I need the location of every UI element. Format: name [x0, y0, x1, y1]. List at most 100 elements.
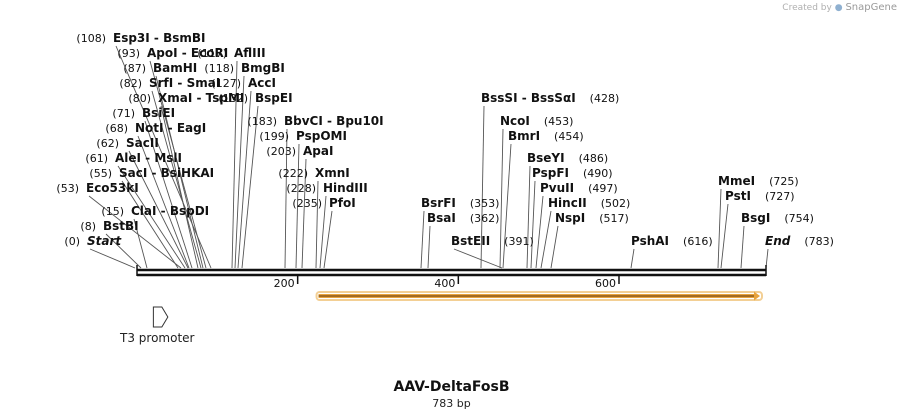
- site-name: SrfI - SmaI: [149, 76, 220, 90]
- site-position-label: (55): [89, 167, 112, 180]
- orf-glow: [315, 291, 763, 301]
- site-leader-line: [155, 75, 204, 269]
- site-position: (490): [583, 167, 613, 180]
- site-leader-line: [241, 105, 259, 269]
- site-position: (486): [579, 152, 609, 165]
- site-position-label: (71): [112, 107, 135, 120]
- site-position-label: (199): [259, 130, 289, 143]
- site-label[interactable]: SrfI - SmaI: [149, 76, 220, 90]
- site-position: (353): [470, 197, 500, 210]
- site-label[interactable]: End (783): [765, 234, 834, 248]
- site-leader-line: [133, 218, 148, 269]
- site-label[interactable]: ClaI - BspDI: [131, 204, 209, 218]
- site-name: BstEII: [451, 234, 490, 248]
- site-position: (502): [601, 197, 631, 210]
- site-position: (783): [804, 235, 834, 248]
- site-label[interactable]: Eco53kI: [86, 181, 139, 195]
- site-position-label: (8): [80, 220, 96, 233]
- site-leader-line: [720, 203, 729, 269]
- site-label[interactable]: PstI (727): [725, 189, 795, 203]
- site-position-label: (0): [64, 235, 80, 248]
- site-label[interactable]: BsgI (754): [741, 211, 814, 225]
- site-label[interactable]: MmeI (725): [718, 174, 799, 188]
- site-leader-lines: [88, 45, 769, 269]
- site-label[interactable]: PvuII (497): [540, 181, 618, 195]
- site-name: BsaI: [427, 211, 456, 225]
- site-position-label: (132): [218, 92, 248, 105]
- site-name: PspFI: [532, 166, 569, 180]
- snapgene-logo-icon: ●: [834, 3, 843, 13]
- site-label[interactable]: BmrI (454): [508, 129, 584, 143]
- site-label[interactable]: XmaI - TspMI: [158, 91, 244, 105]
- site-position-label: (62): [96, 137, 119, 150]
- site-leader-line: [535, 195, 544, 269]
- site-label[interactable]: ApoI - EcoRI: [147, 46, 228, 60]
- site-position: (454): [554, 130, 584, 143]
- site-label[interactable]: BstEII (391): [451, 234, 534, 248]
- site-label[interactable]: SacII: [126, 136, 159, 150]
- site-name: PspOMI: [296, 129, 347, 143]
- site-label[interactable]: PspFI (490): [532, 166, 613, 180]
- site-label[interactable]: HindIII: [323, 181, 368, 195]
- site-name: ApoI - EcoRI: [147, 46, 228, 60]
- site-label[interactable]: BspEI: [255, 91, 293, 105]
- site-position: (754): [784, 212, 814, 225]
- site-label[interactable]: AccI: [248, 76, 276, 90]
- site-name: NcoI: [500, 114, 530, 128]
- site-label[interactable]: PfoI: [329, 196, 356, 210]
- site-leader-line: [427, 225, 431, 269]
- site-position-label: (93): [117, 47, 140, 60]
- ruler-tick-label: 600: [595, 277, 616, 290]
- site-name: BmgBI: [241, 61, 285, 75]
- credit-brand: SnapGene: [845, 2, 897, 13]
- site-position: (362): [470, 212, 500, 225]
- site-leader-line: [319, 195, 327, 269]
- site-leader-line: [128, 150, 189, 269]
- site-label[interactable]: AleI - MslI: [115, 151, 182, 165]
- site-label[interactable]: BsiEI: [142, 106, 175, 120]
- site-label[interactable]: BamHI: [153, 61, 197, 75]
- site-leader-line: [526, 165, 531, 269]
- site-label[interactable]: NotI - EagI: [135, 121, 206, 135]
- site-label[interactable]: BssSI - BssSαI (428): [481, 91, 619, 105]
- t3-promoter-arrow[interactable]: [152, 306, 169, 328]
- site-leader-line: [301, 158, 307, 269]
- site-name: BspEI: [255, 91, 293, 105]
- site-label[interactable]: BbvCI - Bpu10I: [284, 114, 384, 128]
- site-name: BssSI - BssSαI: [481, 91, 576, 105]
- site-leader-line: [115, 45, 212, 269]
- site-name: SacI - BsiHKAI: [119, 166, 214, 180]
- site-label[interactable]: AflIII: [234, 46, 266, 60]
- credit-prefix: Created by: [782, 3, 832, 13]
- site-label[interactable]: Esp3I - BsmBI: [113, 31, 205, 45]
- site-name: HindIII: [323, 181, 368, 195]
- site-label[interactable]: HincII (502): [548, 196, 630, 210]
- site-label[interactable]: BmgBI: [241, 61, 285, 75]
- site-leader-line: [630, 248, 635, 269]
- site-name: BstBI: [103, 219, 139, 233]
- site-label[interactable]: BsrFI (353): [421, 196, 499, 210]
- site-label[interactable]: SacI - BsiHKAI: [119, 166, 214, 180]
- site-label[interactable]: Start: [87, 234, 122, 248]
- site-label[interactable]: ApaI: [303, 144, 333, 158]
- site-label[interactable]: XmnI: [315, 166, 350, 180]
- site-label[interactable]: PshAI (616): [631, 234, 713, 248]
- site-label[interactable]: BseYI (486): [527, 151, 608, 165]
- site-leader-line: [144, 120, 193, 269]
- site-position-label: (108): [76, 32, 106, 45]
- site-label[interactable]: BsaI (362): [427, 211, 499, 225]
- map-length: 783 bp: [432, 397, 471, 410]
- site-label[interactable]: BstBI: [103, 219, 139, 233]
- site-label[interactable]: PspOMI: [296, 129, 347, 143]
- site-label[interactable]: NcoI (453): [500, 114, 573, 128]
- site-name: BseYI: [527, 151, 565, 165]
- site-position-label: (53): [56, 182, 79, 195]
- site-name: ClaI - BspDI: [131, 204, 209, 218]
- site-name: End: [765, 234, 791, 248]
- site-name: ApaI: [303, 144, 333, 158]
- site-position-label: (183): [247, 115, 277, 128]
- site-label[interactable]: NspI (517): [555, 211, 629, 225]
- site-leader-line: [231, 60, 238, 269]
- site-position: (428): [590, 92, 620, 105]
